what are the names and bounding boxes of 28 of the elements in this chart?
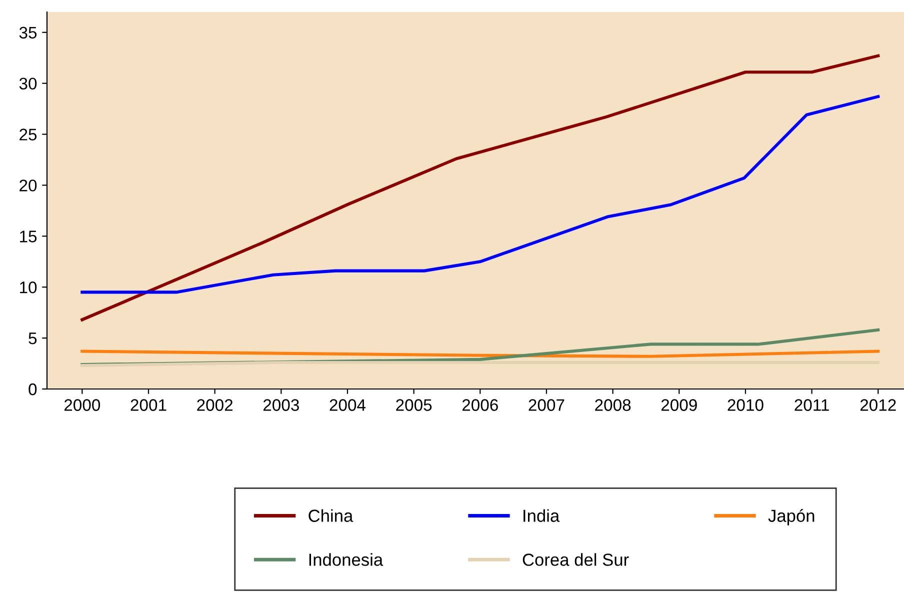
x-tick-label: 2000	[64, 399, 100, 411]
line-series	[80, 54, 880, 322]
x-tick-label: 2002	[197, 399, 233, 411]
y-tick-label: 30	[19, 78, 37, 90]
legend-label: Japón	[768, 508, 814, 526]
y-tick-label: 35	[19, 26, 37, 39]
y-tick-label: 0	[28, 383, 37, 396]
x-tick-label: 2009	[661, 399, 697, 411]
y-tick-label: 10	[20, 282, 37, 294]
y-tick-label: 15	[20, 230, 37, 242]
legend-label: India	[524, 509, 560, 522]
x-tick-label: 2003	[263, 399, 299, 411]
y-tick-label: 20	[20, 180, 37, 192]
x-tick-label: 2012	[860, 399, 896, 411]
x-tick-label: 2007	[528, 399, 564, 411]
y-tick-label: 5	[28, 332, 37, 344]
legend-label: Corea del Sur	[522, 553, 629, 566]
x-tick-label: 2010	[728, 399, 764, 411]
line-series	[80, 95, 880, 294]
x-tick-label: 2004	[330, 399, 366, 411]
legend-label: Indonesia	[309, 553, 384, 566]
x-tick-label: 2008	[595, 399, 631, 411]
x-tick-label: 2011	[794, 399, 829, 411]
x-tick-label: 2001	[130, 399, 166, 411]
legend-label: China	[308, 509, 354, 522]
x-tick-label: 2005	[396, 399, 432, 411]
x-tick-label: 2006	[462, 399, 498, 411]
y-tick-label: 25	[20, 128, 37, 140]
